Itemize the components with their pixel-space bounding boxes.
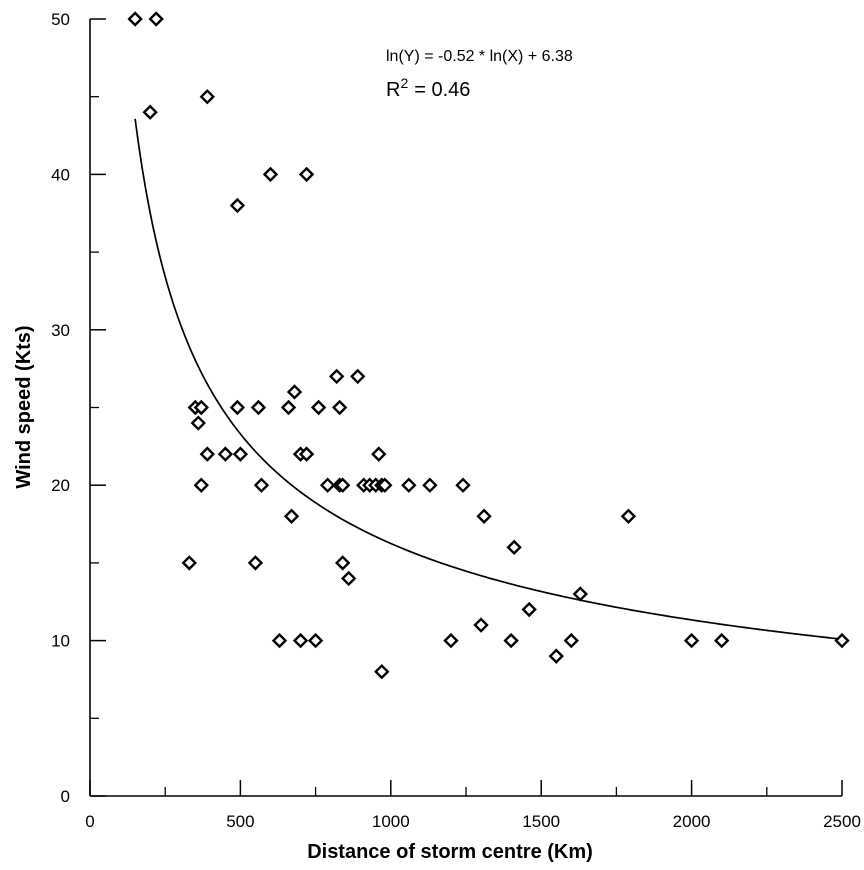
fit-curve: [134, 118, 843, 641]
data-point: [506, 539, 522, 556]
data-point: [262, 166, 279, 183]
data-point: [298, 166, 315, 183]
data-point: [422, 477, 438, 493]
data-point: [307, 632, 324, 649]
y-tick-label: 0: [61, 787, 70, 806]
data-point: [292, 632, 309, 649]
data-point: [563, 632, 579, 649]
data-point: [217, 446, 234, 462]
fit-curve-group: [134, 118, 843, 641]
y-tick-label: 40: [51, 165, 70, 184]
data-point: [328, 368, 345, 385]
data-point: [283, 508, 300, 524]
data-point: [473, 617, 489, 633]
data-point: [229, 399, 246, 416]
x-tick-label: 0: [85, 812, 94, 831]
data-point: [193, 399, 209, 416]
data-point: [834, 632, 850, 649]
y-tick-label: 20: [51, 476, 70, 495]
data-point: [340, 570, 357, 587]
data-point: [334, 477, 351, 493]
data-point: [334, 555, 351, 571]
data-point: [148, 11, 164, 27]
data-point: [250, 399, 267, 416]
data-point: [683, 632, 700, 649]
y-tick-label: 10: [51, 632, 70, 651]
data-point: [521, 601, 537, 618]
x-tick-label: 1000: [372, 812, 410, 831]
data-point: [548, 648, 564, 664]
data-point: [199, 446, 216, 462]
data-point: [142, 104, 158, 120]
data-point: [377, 477, 393, 493]
data-point: [286, 384, 303, 400]
data-point: [127, 11, 143, 27]
data-point: [193, 477, 209, 493]
data-point: [331, 399, 348, 416]
x-axis-title: Distance of storm centre (Km): [307, 841, 593, 863]
data-point: [401, 477, 417, 493]
y-axis-title: Wind speed (Kts): [13, 325, 35, 488]
x-tick-label: 1500: [522, 812, 560, 831]
r-squared-symbol: R: [386, 79, 400, 101]
data-point: [298, 446, 315, 462]
data-point: [620, 508, 637, 524]
y-tick-label: 30: [51, 321, 70, 340]
r-squared-value: = 0.46: [414, 79, 470, 101]
data-point: [232, 446, 249, 462]
equation-label: ln(Y) = -0.52 * ln(X) + 6.38: [386, 48, 573, 65]
data-point: [310, 399, 327, 416]
x-tick-label: 2500: [823, 812, 861, 831]
data-point: [455, 477, 471, 493]
data-point: [181, 555, 197, 571]
y-tick-label: 50: [51, 10, 70, 29]
data-point: [371, 446, 387, 462]
data-point: [443, 632, 459, 649]
data-point: [374, 663, 390, 680]
data-point: [319, 477, 336, 493]
data-point: [229, 197, 246, 214]
data-point: [572, 586, 589, 602]
data-point: [476, 508, 492, 524]
data-point: [190, 415, 206, 431]
x-tick-label: 500: [226, 812, 254, 831]
points: [127, 11, 850, 680]
data-point: [503, 632, 519, 649]
r-squared-superscript: 2: [400, 75, 408, 91]
x-tick-label: 2000: [673, 812, 711, 831]
data-point: [280, 399, 297, 416]
data-point: [271, 632, 288, 649]
data-point: [247, 555, 264, 571]
r-squared-label: R2 = 0.46: [386, 75, 470, 101]
data-point: [713, 632, 730, 649]
data-point: [350, 368, 366, 385]
data-point: [253, 477, 270, 493]
data-point: [199, 89, 216, 105]
